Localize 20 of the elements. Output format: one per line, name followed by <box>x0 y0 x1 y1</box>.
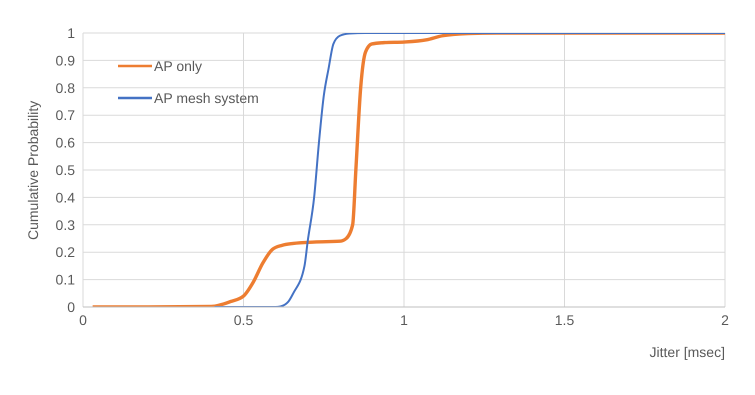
y-tick-label: 1 <box>67 24 76 41</box>
x-tick-label: 1 <box>400 312 408 328</box>
y-tick-label: 0.1 <box>56 272 76 288</box>
legend-label: AP only <box>154 58 202 74</box>
x-tick-label: 0.5 <box>234 312 254 328</box>
x-tick-label: 0 <box>79 312 88 328</box>
y-tick-label: 0.2 <box>56 244 76 260</box>
y-tick-label: 0.5 <box>56 162 76 178</box>
x-tick-label: 1.5 <box>554 312 574 328</box>
y-tick-label: 0.9 <box>56 52 76 68</box>
y-tick-label: 0 <box>67 298 76 315</box>
x-tick-label: 2 <box>721 312 730 328</box>
y-tick-label: 0.7 <box>56 107 76 124</box>
y-tick-label: 0.3 <box>56 216 76 233</box>
y-axis-title: Cumulative Probability <box>24 100 41 240</box>
y-tick-label: 0.8 <box>56 80 76 96</box>
y-tick-label: 0.4 <box>56 189 76 206</box>
x-axis-title: Jitter [msec] <box>650 344 725 360</box>
legend-label: AP mesh system <box>154 90 259 106</box>
y-tick-label: 0.6 <box>56 134 76 151</box>
